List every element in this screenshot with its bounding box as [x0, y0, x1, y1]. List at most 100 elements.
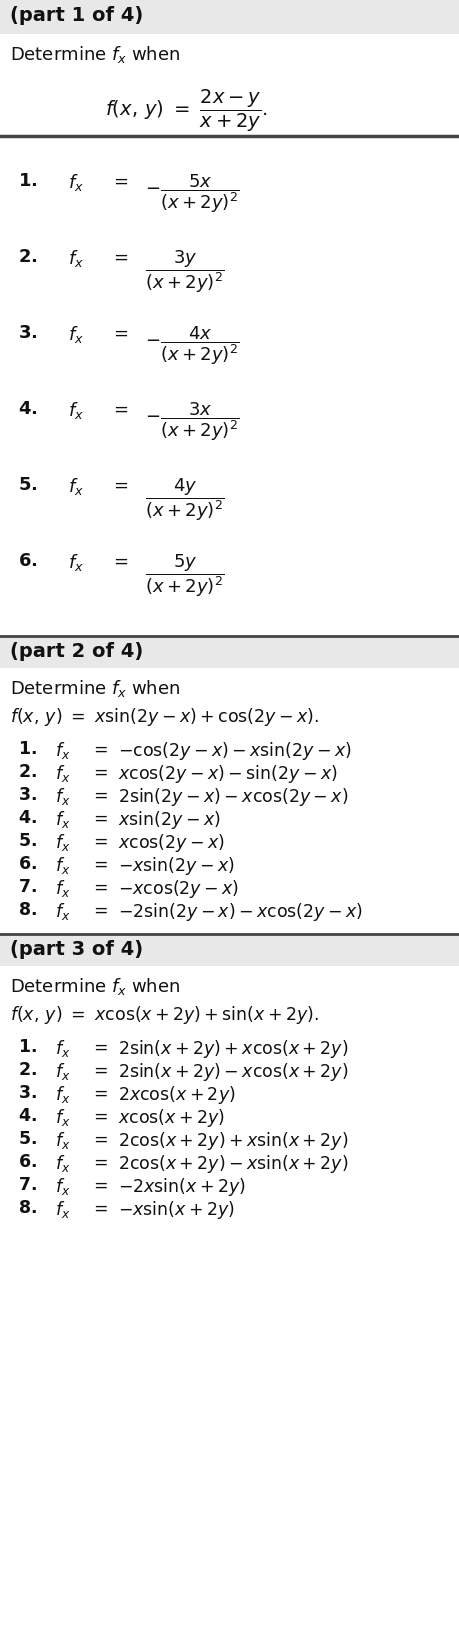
Text: $=$: $=$ — [90, 786, 108, 805]
Text: $-2x\sin(x + 2y)$: $-2x\sin(x + 2y)$ — [118, 1176, 245, 1198]
Text: $\dfrac{4y}{(x + 2y)^2}$: $\dfrac{4y}{(x + 2y)^2}$ — [145, 476, 224, 522]
Text: $f_x$: $f_x$ — [68, 400, 84, 421]
Text: $f_x$: $f_x$ — [55, 1037, 70, 1059]
Text: $=$: $=$ — [90, 1199, 108, 1218]
Text: $\dfrac{5y}{(x + 2y)^2}$: $\dfrac{5y}{(x + 2y)^2}$ — [145, 552, 224, 598]
Text: Determine $f_x$ when: Determine $f_x$ when — [10, 45, 180, 64]
Text: $\mathbf{4.}$: $\mathbf{4.}$ — [18, 400, 38, 418]
Text: $\mathbf{5.}$: $\mathbf{5.}$ — [18, 833, 37, 851]
Text: $\mathbf{6.}$: $\mathbf{6.}$ — [18, 1153, 37, 1171]
Text: $\mathbf{5.}$: $\mathbf{5.}$ — [18, 1130, 37, 1148]
Text: $f_x$: $f_x$ — [55, 856, 70, 876]
Text: $2\cos(x + 2y) - x\sin(x + 2y)$: $2\cos(x + 2y) - x\sin(x + 2y)$ — [118, 1153, 347, 1175]
Text: $x\sin(2y - x)$: $x\sin(2y - x)$ — [118, 809, 220, 831]
Text: $=$: $=$ — [110, 400, 129, 418]
Text: $=$: $=$ — [110, 476, 129, 494]
Text: $\mathbf{8.}$: $\mathbf{8.}$ — [18, 1199, 37, 1218]
Text: $=$: $=$ — [110, 172, 129, 190]
Text: $\mathbf{6.}$: $\mathbf{6.}$ — [18, 552, 38, 570]
Text: (part 2 of 4): (part 2 of 4) — [10, 643, 143, 661]
Text: $=$: $=$ — [90, 1153, 108, 1171]
Text: $f_x$: $f_x$ — [68, 476, 84, 497]
Text: $=$: $=$ — [90, 1176, 108, 1194]
Text: $\mathbf{3.}$: $\mathbf{3.}$ — [18, 324, 38, 342]
Text: $-\cos(2y - x) - x\sin(2y - x)$: $-\cos(2y - x) - x\sin(2y - x)$ — [118, 740, 351, 762]
Text: $f_x$: $f_x$ — [68, 324, 84, 345]
Text: $\mathbf{2.}$: $\mathbf{2.}$ — [18, 248, 38, 266]
Text: $=$: $=$ — [90, 1084, 108, 1102]
Text: $=$: $=$ — [90, 763, 108, 781]
Text: $=$: $=$ — [110, 324, 129, 342]
Text: $=$: $=$ — [110, 552, 129, 570]
Text: $f(x,\, y) \ = \ x\sin(2y - x) + \cos(2y - x).$: $f(x,\, y) \ = \ x\sin(2y - x) + \cos(2y… — [10, 705, 318, 729]
Text: $\mathbf{1.}$: $\mathbf{1.}$ — [18, 740, 37, 758]
Text: $-\dfrac{5x}{(x + 2y)^2}$: $-\dfrac{5x}{(x + 2y)^2}$ — [145, 172, 239, 215]
Text: $f(x,\, y) \ = \ \dfrac{2x - y}{x + 2y}.$: $f(x,\, y) \ = \ \dfrac{2x - y}{x + 2y}.… — [105, 88, 267, 134]
Text: (part 3 of 4): (part 3 of 4) — [10, 940, 143, 960]
Text: $\mathbf{8.}$: $\mathbf{8.}$ — [18, 900, 37, 919]
Text: Determine $f_x$ when: Determine $f_x$ when — [10, 677, 180, 699]
Text: $f_x$: $f_x$ — [55, 1084, 70, 1105]
Text: $f_x$: $f_x$ — [55, 900, 70, 922]
Text: $=$: $=$ — [90, 1061, 108, 1079]
Text: $=$: $=$ — [90, 856, 108, 872]
Text: $\mathbf{3.}$: $\mathbf{3.}$ — [18, 1084, 37, 1102]
Text: $=$: $=$ — [110, 248, 129, 266]
Text: $f_x$: $f_x$ — [68, 248, 84, 269]
Text: $f_x$: $f_x$ — [55, 740, 70, 762]
Bar — [0, 937, 459, 966]
Text: $\mathbf{1.}$: $\mathbf{1.}$ — [18, 172, 38, 190]
Text: $\mathbf{4.}$: $\mathbf{4.}$ — [18, 1107, 37, 1125]
Text: $\mathbf{7.}$: $\mathbf{7.}$ — [18, 1176, 37, 1194]
Bar — [0, 0, 459, 35]
Text: $=$: $=$ — [90, 809, 108, 828]
Text: $2\sin(x + 2y) + x\cos(x + 2y)$: $2\sin(x + 2y) + x\cos(x + 2y)$ — [118, 1037, 347, 1061]
Text: $-\dfrac{4x}{(x + 2y)^2}$: $-\dfrac{4x}{(x + 2y)^2}$ — [145, 324, 239, 367]
Text: $2x\cos(x + 2y)$: $2x\cos(x + 2y)$ — [118, 1084, 235, 1105]
Text: $\mathbf{2.}$: $\mathbf{2.}$ — [18, 763, 37, 781]
Text: (part 1 of 4): (part 1 of 4) — [10, 7, 143, 25]
Text: $=$: $=$ — [90, 900, 108, 919]
Text: $f_x$: $f_x$ — [68, 172, 84, 193]
Text: $2\sin(x + 2y) - x\cos(x + 2y)$: $2\sin(x + 2y) - x\cos(x + 2y)$ — [118, 1061, 347, 1084]
Text: $f_x$: $f_x$ — [55, 786, 70, 806]
Text: $\mathbf{1.}$: $\mathbf{1.}$ — [18, 1037, 37, 1056]
Text: $f_x$: $f_x$ — [55, 877, 70, 899]
Text: $\dfrac{3y}{(x + 2y)^2}$: $\dfrac{3y}{(x + 2y)^2}$ — [145, 248, 224, 294]
Text: $=$: $=$ — [90, 1107, 108, 1125]
Text: $\mathbf{5.}$: $\mathbf{5.}$ — [18, 476, 38, 494]
Text: $=$: $=$ — [90, 833, 108, 851]
Text: $=$: $=$ — [90, 877, 108, 895]
Text: $\mathbf{2.}$: $\mathbf{2.}$ — [18, 1061, 37, 1079]
Text: $-x\sin(2y - x)$: $-x\sin(2y - x)$ — [118, 856, 234, 877]
Text: $-\dfrac{3x}{(x + 2y)^2}$: $-\dfrac{3x}{(x + 2y)^2}$ — [145, 400, 239, 443]
Text: $x\cos(2y - x) - \sin(2y - x)$: $x\cos(2y - x) - \sin(2y - x)$ — [118, 763, 337, 785]
Text: $f_x$: $f_x$ — [55, 1107, 70, 1128]
Text: $\mathbf{6.}$: $\mathbf{6.}$ — [18, 856, 37, 872]
Text: $=$: $=$ — [90, 1130, 108, 1148]
Text: $-2\sin(2y - x) - x\cos(2y - x)$: $-2\sin(2y - x) - x\cos(2y - x)$ — [118, 900, 362, 923]
Text: $f_x$: $f_x$ — [55, 1061, 70, 1082]
Text: $x\cos(2y - x)$: $x\cos(2y - x)$ — [118, 833, 224, 854]
Text: $-x\cos(2y - x)$: $-x\cos(2y - x)$ — [118, 877, 239, 900]
Text: $f_x$: $f_x$ — [55, 763, 70, 785]
Text: $2\sin(2y - x) - x\cos(2y - x)$: $2\sin(2y - x) - x\cos(2y - x)$ — [118, 786, 347, 808]
Text: Determine $f_x$ when: Determine $f_x$ when — [10, 976, 180, 998]
Text: $-x\sin(x + 2y)$: $-x\sin(x + 2y)$ — [118, 1199, 234, 1221]
Text: $\mathbf{7.}$: $\mathbf{7.}$ — [18, 877, 37, 895]
Text: $f_x$: $f_x$ — [68, 552, 84, 573]
Text: $f_x$: $f_x$ — [55, 1176, 70, 1198]
Text: $f_x$: $f_x$ — [55, 809, 70, 829]
Text: $2\cos(x + 2y) + x\sin(x + 2y)$: $2\cos(x + 2y) + x\sin(x + 2y)$ — [118, 1130, 347, 1151]
Text: $\mathbf{4.}$: $\mathbf{4.}$ — [18, 809, 37, 828]
Text: $f_x$: $f_x$ — [55, 833, 70, 852]
Text: $f(x,\, y) \ = \ x\cos(x + 2y) + \sin(x + 2y).$: $f(x,\, y) \ = \ x\cos(x + 2y) + \sin(x … — [10, 1004, 318, 1026]
Bar — [0, 638, 459, 667]
Text: $f_x$: $f_x$ — [55, 1199, 70, 1219]
Text: $\mathbf{3.}$: $\mathbf{3.}$ — [18, 786, 37, 805]
Text: $=$: $=$ — [90, 1037, 108, 1056]
Text: $=$: $=$ — [90, 740, 108, 758]
Text: $x\cos(x + 2y)$: $x\cos(x + 2y)$ — [118, 1107, 224, 1128]
Text: $f_x$: $f_x$ — [55, 1130, 70, 1151]
Text: $f_x$: $f_x$ — [55, 1153, 70, 1175]
